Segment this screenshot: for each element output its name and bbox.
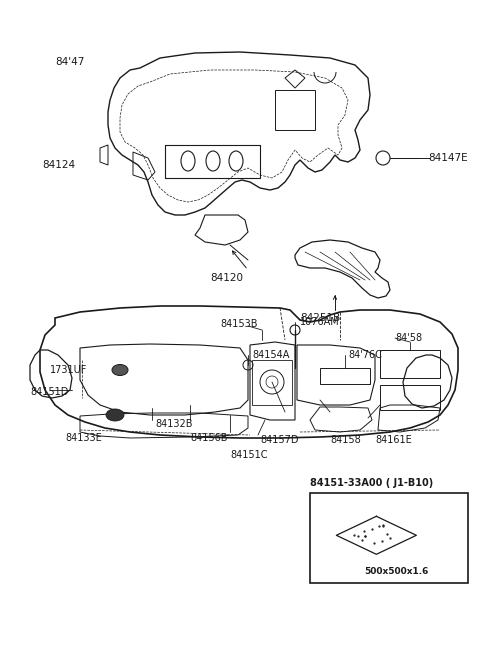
Ellipse shape (112, 365, 128, 376)
Text: 84133E: 84133E (65, 433, 102, 443)
Text: 1731UF: 1731UF (50, 365, 87, 375)
Ellipse shape (106, 409, 124, 421)
Text: 84158: 84158 (330, 435, 361, 445)
Bar (380, 350, 440, 378)
Text: 84151C: 84151C (230, 450, 267, 460)
Text: 84'58: 84'58 (395, 333, 422, 343)
Bar (380, 385, 440, 410)
Text: 84161E: 84161E (375, 435, 412, 445)
Text: 84154A: 84154A (252, 350, 289, 360)
Text: 84'47: 84'47 (55, 57, 84, 67)
Bar (320, 368, 370, 384)
Text: 84124: 84124 (42, 160, 75, 170)
Text: 84'76C: 84'76C (348, 350, 382, 360)
Text: 1076AM: 1076AM (300, 317, 340, 327)
Text: 84153B: 84153B (220, 319, 257, 329)
Text: 84132B: 84132B (155, 419, 192, 429)
Text: 84120: 84120 (210, 273, 243, 283)
Text: 84151-33A00 ( J1-B10): 84151-33A00 ( J1-B10) (310, 478, 433, 488)
Bar (310, 493, 468, 583)
Text: 500x500x1.6: 500x500x1.6 (365, 566, 429, 576)
Text: 84157D: 84157D (260, 435, 299, 445)
Text: 84156B: 84156B (190, 433, 228, 443)
Text: 84151D: 84151D (30, 387, 68, 397)
Text: 84147E: 84147E (428, 153, 468, 163)
Text: 84251B: 84251B (300, 313, 340, 323)
